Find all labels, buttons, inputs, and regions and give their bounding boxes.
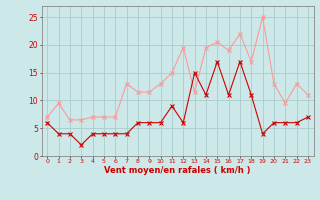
X-axis label: Vent moyen/en rafales ( km/h ): Vent moyen/en rafales ( km/h ) (104, 166, 251, 175)
